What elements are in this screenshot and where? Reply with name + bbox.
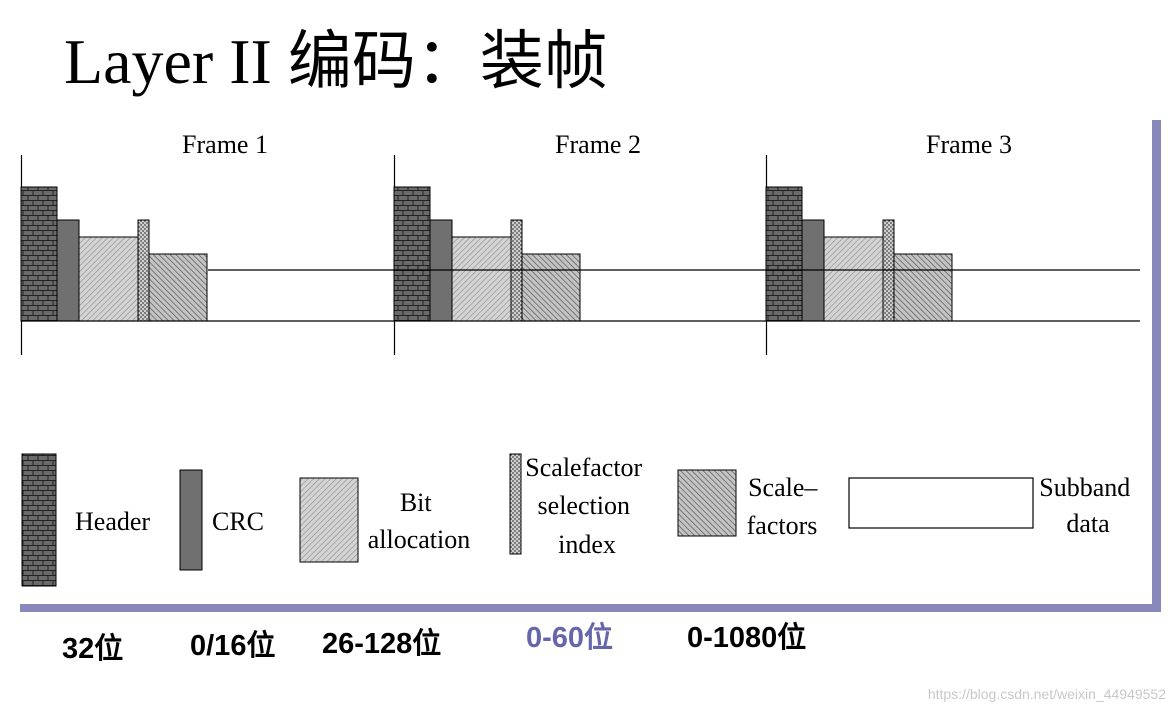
frame-1-crc-block bbox=[56, 219, 80, 322]
legend-scale-factors-label: Scale– factors bbox=[747, 473, 824, 540]
frame-2-header-block bbox=[393, 186, 431, 322]
frame-3-scale-factors-block bbox=[893, 253, 953, 322]
legend: Header CRC Bit allocation Scalefactor se… bbox=[21, 453, 1137, 587]
legend-header-swatch bbox=[21, 453, 57, 587]
legend-bit-allocation-swatch bbox=[299, 477, 359, 563]
frame-2-scale-factors-block bbox=[521, 253, 581, 322]
frame-3-bit-allocation-block bbox=[823, 236, 884, 322]
bit-allocation-bit-size: 26-128位 bbox=[322, 628, 442, 660]
frame-1-scfsi-block bbox=[137, 219, 150, 322]
page-title: Layer II 编码：装帧 bbox=[64, 26, 608, 97]
frame-2-bit-allocation-block bbox=[451, 236, 512, 322]
legend-subband-data-swatch bbox=[848, 477, 1034, 529]
panel-shadow-bottom bbox=[20, 604, 1161, 612]
frames-group: Frame 1 Frame 2 Frame 3 bbox=[20, 130, 1012, 355]
legend-bit-allocation-label: Bit allocation bbox=[368, 488, 471, 554]
scfsi-bit-size: 0-60位 bbox=[526, 622, 614, 654]
frame-3-header-block bbox=[765, 186, 803, 322]
legend-scale-factors-swatch bbox=[677, 469, 737, 537]
legend-crc-swatch bbox=[179, 469, 203, 571]
legend-scfsi-label: Scalefactor selection index bbox=[525, 453, 648, 559]
frame-2-label: Frame 2 bbox=[555, 130, 641, 159]
panel-shadow-right bbox=[1152, 120, 1161, 612]
legend-scfsi-swatch bbox=[509, 453, 522, 555]
header-bit-size: 32位 bbox=[62, 633, 124, 665]
frame-3-label: Frame 3 bbox=[926, 130, 1012, 159]
frame-1-scale-factors-block bbox=[148, 253, 208, 322]
frame-1-header-block bbox=[20, 186, 58, 322]
legend-header-label: Header bbox=[75, 507, 150, 536]
legend-subband-data-label: Subband data bbox=[1039, 473, 1137, 538]
legend-crc-label: CRC bbox=[212, 507, 264, 536]
scale-factors-bit-size: 0-1080位 bbox=[687, 622, 807, 654]
watermark: https://blog.csdn.net/weixin_44949552 bbox=[927, 686, 1166, 702]
frame-1-label: Frame 1 bbox=[182, 130, 268, 159]
frame-1-bit-allocation-block bbox=[78, 236, 139, 322]
crc-bit-size: 0/16位 bbox=[190, 630, 276, 662]
